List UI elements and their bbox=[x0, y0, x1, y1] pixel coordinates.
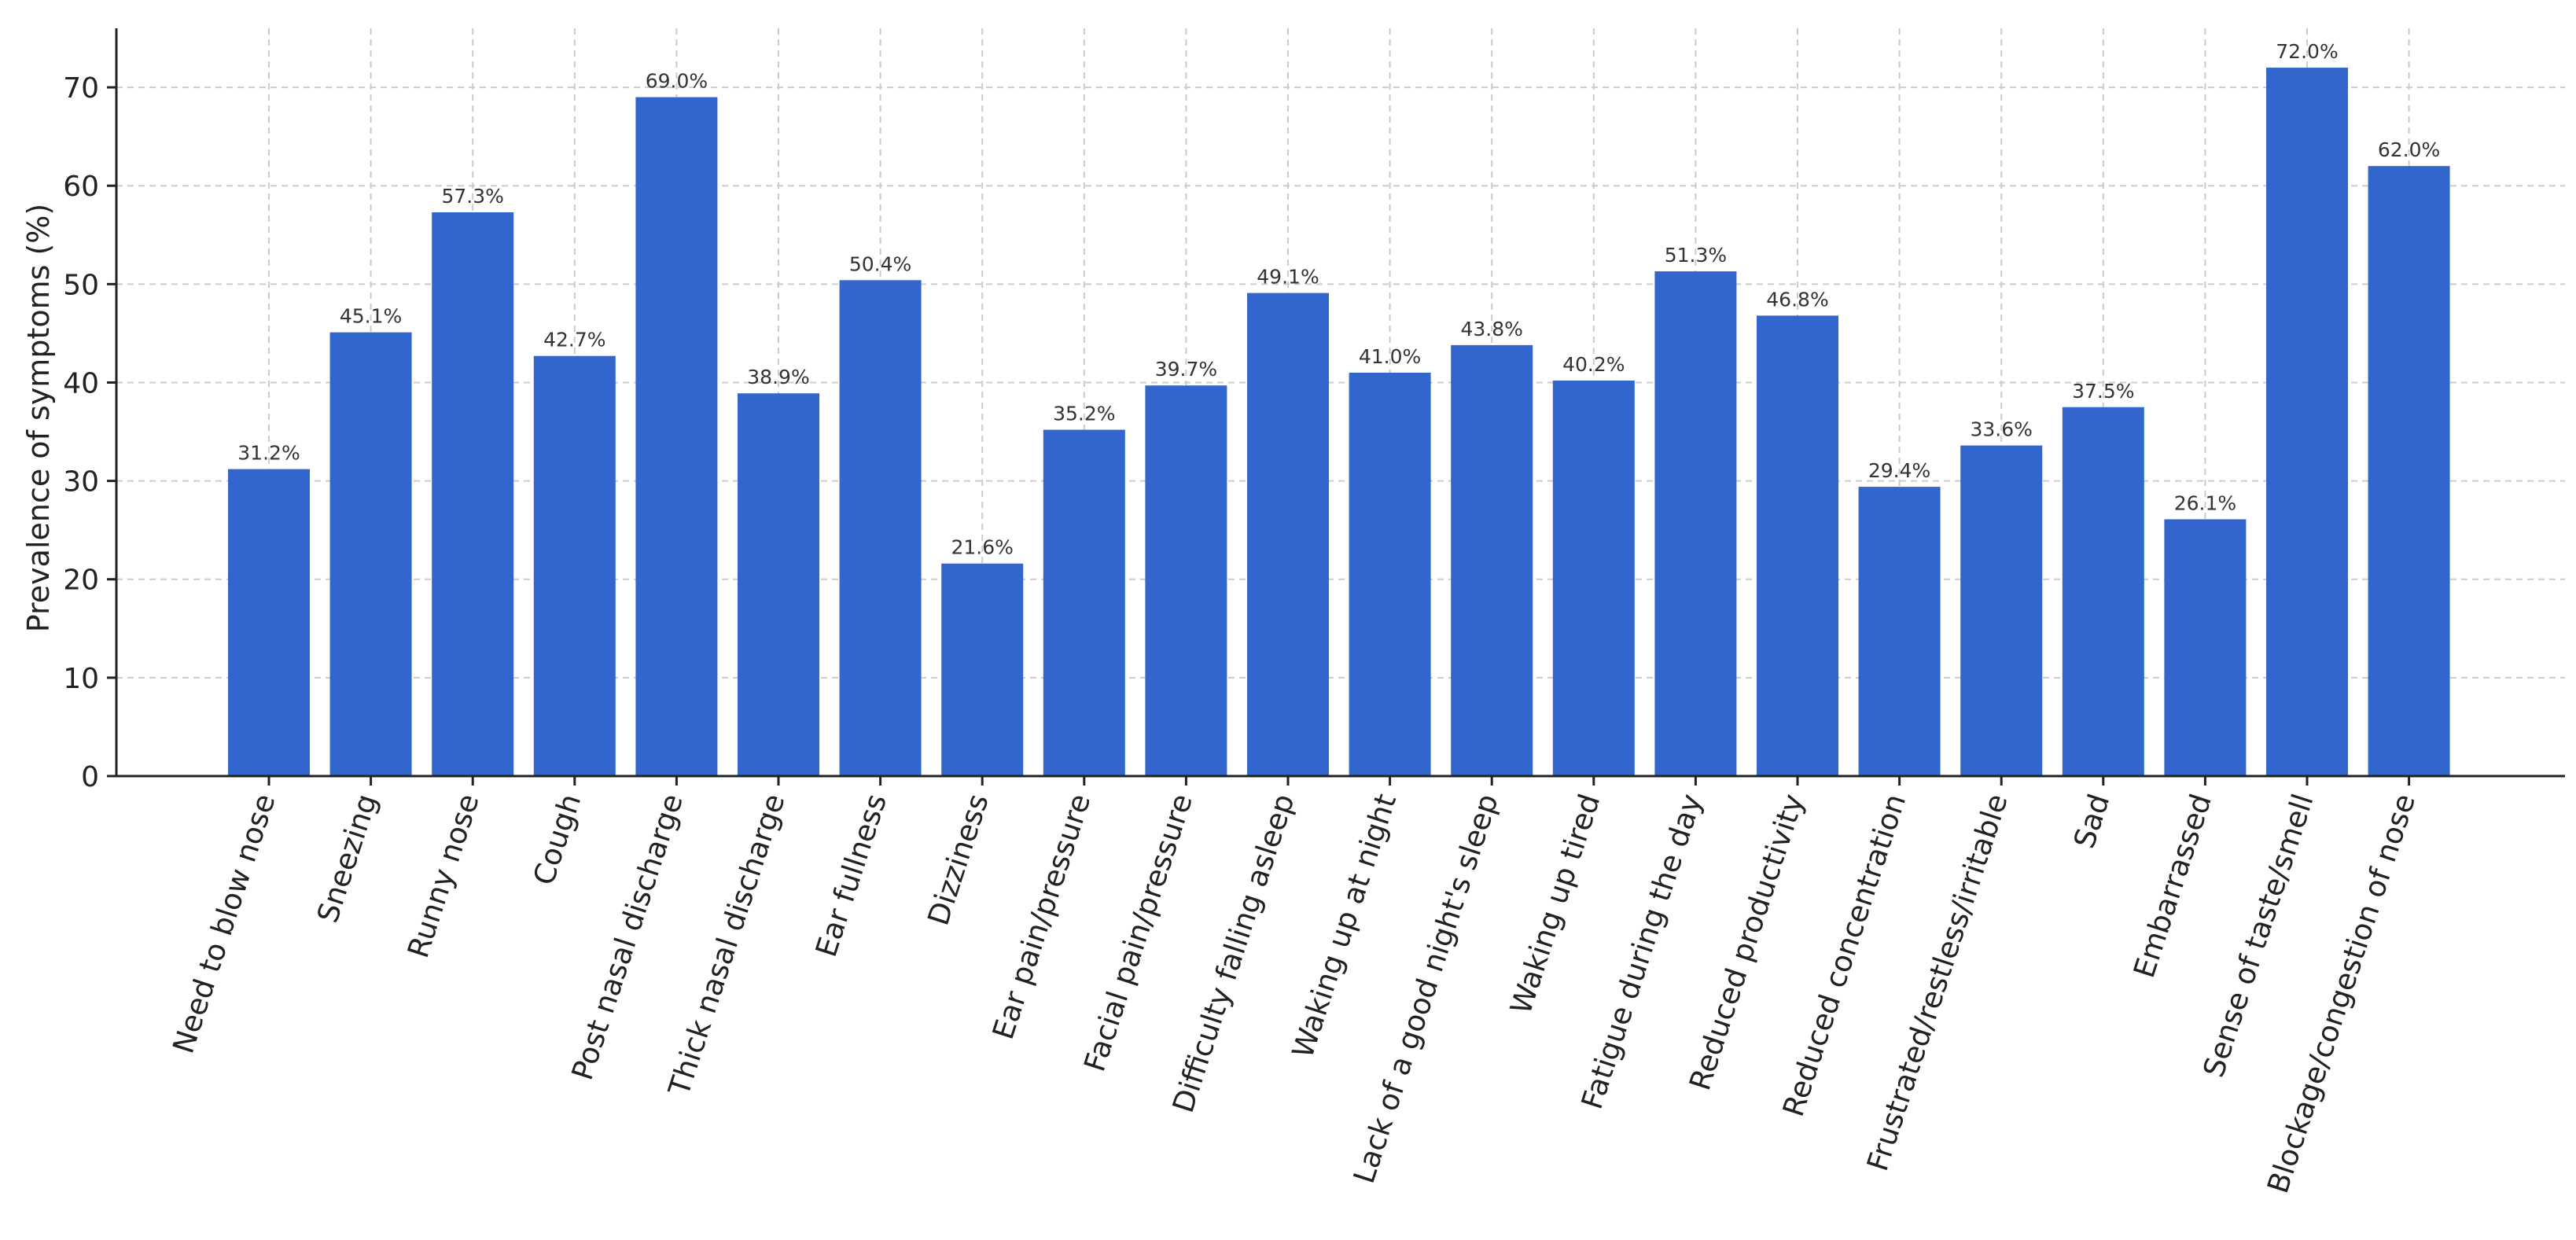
bar bbox=[432, 212, 514, 776]
data-label: 41.0% bbox=[1359, 345, 1421, 368]
bar bbox=[533, 355, 616, 776]
bar bbox=[635, 97, 718, 776]
x-tick-label: Post nasal discharge bbox=[565, 789, 690, 1084]
bar bbox=[2164, 519, 2247, 776]
x-tick-label: Reduced productivity bbox=[1683, 789, 1810, 1094]
bar bbox=[1349, 372, 1431, 776]
data-label: 69.0% bbox=[646, 70, 708, 93]
data-label: 33.6% bbox=[1970, 418, 2032, 441]
data-label: 37.5% bbox=[2072, 380, 2134, 403]
x-tick-label: Facial pain/pressure bbox=[1077, 789, 1199, 1075]
data-label: 50.4% bbox=[849, 252, 911, 275]
data-label: 21.6% bbox=[951, 536, 1013, 559]
bar bbox=[1858, 487, 1941, 776]
bar bbox=[329, 332, 412, 776]
x-tick-label: Thick nasal discharge bbox=[662, 789, 792, 1100]
x-tick-label: Ear pain/pressure bbox=[986, 789, 1097, 1043]
bar bbox=[2266, 68, 2348, 777]
data-label: 35.2% bbox=[1053, 403, 1115, 425]
x-tick-label: Sense of taste/smell bbox=[2197, 789, 2320, 1081]
data-label: 43.8% bbox=[1460, 318, 1522, 340]
x-tick-label: Need to blow nose bbox=[166, 789, 282, 1057]
x-tick-label: Sad bbox=[2067, 789, 2116, 852]
x-tick-label: Dizziness bbox=[922, 789, 995, 929]
bars bbox=[228, 68, 2450, 777]
y-tick-label: 10 bbox=[63, 663, 99, 695]
data-label: 49.1% bbox=[1257, 266, 1319, 289]
bar bbox=[1757, 315, 1838, 776]
data-label: 45.1% bbox=[340, 305, 402, 328]
x-tick-label: Cough bbox=[527, 789, 588, 889]
data-label: 62.0% bbox=[2378, 138, 2440, 161]
bar bbox=[1654, 271, 1737, 776]
data-label: 57.3% bbox=[441, 185, 503, 208]
y-tick-label: 40 bbox=[63, 367, 99, 399]
data-label: 46.8% bbox=[1766, 288, 1828, 311]
bar bbox=[228, 469, 310, 776]
data-labels: 31.2% 45.1% 57.3% 42.7% 69.0% 38.9% 50.4% 21.6%… bbox=[237, 40, 2440, 559]
bar bbox=[1451, 344, 1533, 776]
data-label: 72.0% bbox=[2276, 40, 2338, 63]
y-tick-label: 30 bbox=[63, 466, 99, 499]
bar bbox=[839, 280, 922, 776]
x-tick-label: Runny nose bbox=[401, 789, 486, 962]
data-label: 26.1% bbox=[2174, 491, 2236, 514]
bar bbox=[738, 393, 819, 776]
y-tick-label: 60 bbox=[63, 171, 99, 203]
y-tick-label: 70 bbox=[63, 72, 99, 105]
data-label: 51.3% bbox=[1665, 244, 1727, 267]
bar bbox=[1960, 445, 2043, 776]
x-tick-label: Waking up tired bbox=[1503, 789, 1606, 1017]
bar bbox=[1145, 385, 1227, 776]
data-label: 38.9% bbox=[747, 366, 809, 388]
data-label: 42.7% bbox=[543, 329, 605, 351]
bar bbox=[2368, 166, 2450, 776]
y-tick-label: 0 bbox=[81, 761, 99, 793]
bar bbox=[1247, 293, 1329, 776]
bar bbox=[941, 563, 1024, 776]
y-tick-label: 50 bbox=[63, 269, 99, 301]
x-tick-label: Sneezing bbox=[311, 789, 384, 926]
data-label: 31.2% bbox=[237, 442, 300, 465]
y-tick-label: 20 bbox=[63, 565, 99, 597]
bar bbox=[1552, 380, 1635, 776]
x-tick-label: Embarrassed bbox=[2127, 789, 2218, 981]
y-axis-title: Prevalence of symptoms (%) bbox=[21, 204, 56, 633]
data-label: 29.4% bbox=[1868, 459, 1930, 482]
x-tick-label: Waking up at night bbox=[1286, 789, 1403, 1062]
bar bbox=[1043, 429, 1125, 776]
x-tick-label: Ear fullness bbox=[809, 789, 893, 961]
data-label: 39.7% bbox=[1155, 358, 1217, 381]
bar bbox=[2062, 407, 2144, 776]
data-label: 40.2% bbox=[1562, 353, 1625, 376]
